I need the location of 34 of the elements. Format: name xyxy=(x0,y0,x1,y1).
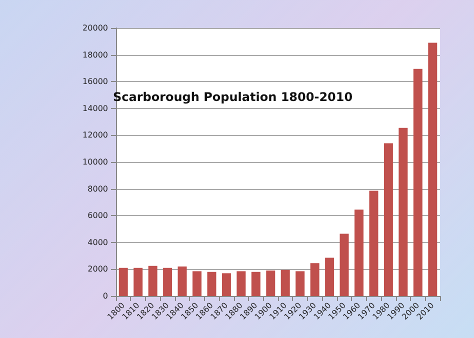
bar xyxy=(207,272,216,296)
y-tick-label: 0 xyxy=(102,292,108,300)
bar xyxy=(428,42,438,296)
bar xyxy=(384,143,393,296)
bar xyxy=(251,272,260,296)
bar xyxy=(325,258,334,296)
y-tick-label: 2000 xyxy=(88,264,108,274)
bar xyxy=(369,190,378,296)
bar xyxy=(148,266,158,296)
bar xyxy=(296,271,305,296)
bar xyxy=(178,266,187,296)
y-tick-label: 4000 xyxy=(88,238,108,247)
bar xyxy=(163,268,172,296)
text: Scarborough Population 1800-2010 xyxy=(113,90,353,104)
y-tick-label: 16000 xyxy=(82,77,108,86)
y-tick-label: 12000 xyxy=(82,130,108,140)
bar xyxy=(118,268,128,296)
bar xyxy=(310,263,320,296)
y-tick-label: 8000 xyxy=(88,184,108,194)
y-tick-label: 20000 xyxy=(82,24,108,32)
bar xyxy=(222,273,231,296)
bar xyxy=(354,210,364,296)
y-tick-label: 14000 xyxy=(82,104,108,113)
bar xyxy=(340,234,349,296)
y-tick-label: 6000 xyxy=(88,211,108,220)
bar xyxy=(413,68,422,296)
bar xyxy=(134,268,143,296)
bar xyxy=(280,270,290,296)
y-tick-label: 18000 xyxy=(82,50,108,60)
bar xyxy=(266,270,276,296)
bar xyxy=(398,128,408,296)
bar xyxy=(236,271,246,296)
bar xyxy=(192,271,202,296)
y-tick-label: 10000 xyxy=(82,158,108,166)
